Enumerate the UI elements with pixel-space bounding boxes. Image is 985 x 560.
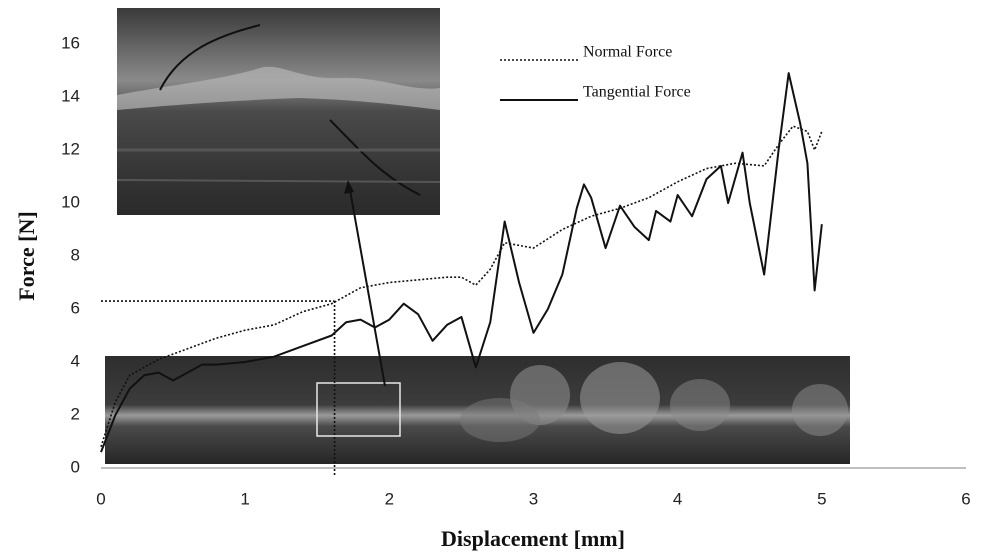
x-tick-label: 1 bbox=[240, 489, 249, 508]
series-line bbox=[100, 72, 823, 453]
micrograph-inset bbox=[116, 8, 441, 215]
x-axis-title: Displacement [mm] bbox=[441, 526, 625, 551]
x-tick-label: 0 bbox=[96, 489, 105, 508]
y-tick-label: 16 bbox=[61, 33, 80, 52]
y-axis-title: Force [N] bbox=[14, 211, 39, 300]
x-tick-label: 6 bbox=[961, 489, 970, 508]
x-tick-label: 4 bbox=[673, 489, 682, 508]
y-tick-label: 12 bbox=[61, 139, 80, 158]
legend-label: Normal Force bbox=[583, 44, 672, 61]
y-tick-label: 4 bbox=[71, 351, 80, 370]
y-tick-label: 0 bbox=[71, 457, 80, 476]
y-tick-label: 2 bbox=[71, 404, 80, 423]
y-tick-label: 6 bbox=[71, 298, 80, 317]
y-tick-label: 10 bbox=[61, 192, 80, 211]
series-line bbox=[100, 125, 823, 448]
x-tick-label: 5 bbox=[817, 489, 826, 508]
x-tick-label: 3 bbox=[529, 489, 538, 508]
micrograph-strip bbox=[105, 356, 850, 464]
arrow bbox=[344, 180, 386, 387]
y-tick-label: 8 bbox=[71, 245, 80, 264]
x-tick-label: 2 bbox=[385, 489, 394, 508]
y-tick-label: 14 bbox=[61, 86, 80, 105]
legend-label: Tangential Force bbox=[583, 84, 691, 101]
